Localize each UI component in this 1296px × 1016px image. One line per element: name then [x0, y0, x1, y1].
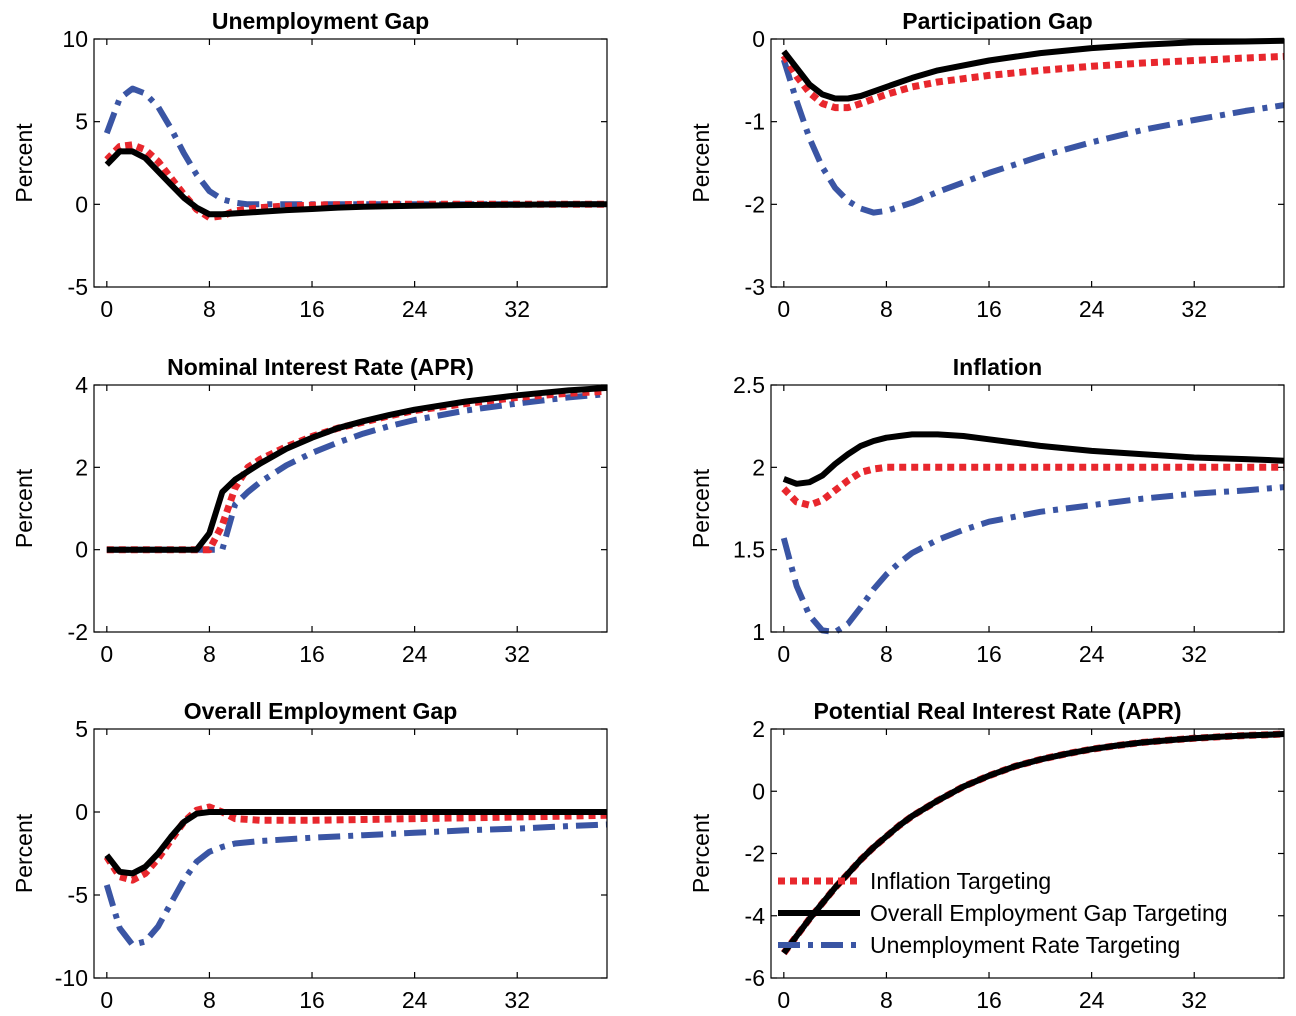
- panel-5-ytick-label: -5: [68, 882, 88, 908]
- panel-1-xtick-label: 8: [203, 296, 216, 322]
- panel-5-series-unemployment-rate-targeting: [103, 821, 607, 948]
- panel-2-xtick-label: 24: [1079, 296, 1105, 322]
- panel-1-xtick-label: 32: [504, 296, 530, 322]
- panel-6-xtick-label: 0: [777, 987, 790, 1013]
- panel-4-ytick-label: 1.5: [733, 537, 765, 563]
- panel-4-xtick-label: 24: [1079, 641, 1105, 667]
- panel-1-axes-box: [93, 38, 608, 288]
- panel-1-xtick-label: 24: [402, 296, 428, 322]
- panel-1-ylabel: Percent: [11, 123, 37, 203]
- panel-2-ytick-label: -2: [745, 191, 765, 217]
- panel-2-xtick-label: 16: [976, 296, 1002, 322]
- panel-2-ytick-label: 0: [752, 26, 765, 52]
- panel-2-title: Participation Gap: [902, 8, 1092, 34]
- panel-6-ytick-label: 0: [752, 778, 765, 804]
- panel-1: 0 8 16 24 32 -5 0 5 10 Unemployment Gap Percent: [11, 8, 608, 322]
- panel-1-ytick-label: 0: [75, 191, 88, 217]
- panel-3-axes-box: [93, 384, 608, 633]
- panel-4-xtick-label: 0: [777, 641, 790, 667]
- panel-6-ylabel: Percent: [688, 813, 714, 893]
- panel-6-xtick-label: 32: [1181, 987, 1207, 1013]
- panel-3-series-overall-employment-gap-targeting: [106, 384, 607, 553]
- panel-3-ytick-label: 4: [75, 372, 88, 398]
- panel-6-xtick-label: 16: [976, 987, 1002, 1013]
- panel-5-title: Overall Employment Gap: [184, 698, 458, 724]
- panel-5-xtick-label: 16: [299, 987, 325, 1013]
- legend-label-unemployment-rate-targeting: Unemployment Rate Targeting: [870, 932, 1180, 958]
- panel-1-ytick-label: 5: [75, 109, 88, 135]
- panel-4-series-inflation-targeting: [781, 463, 1284, 509]
- panel-4: 0 8 16 24 32 1 1.5 2 2.5 Inflation Percent: [688, 354, 1285, 667]
- panel-3-xtick-label: 8: [203, 641, 216, 667]
- panel-5-xtick-label: 8: [203, 987, 216, 1013]
- panel-2: 0 8 16 24 32 -3 -2 -1 0 Participation Gap Percent: [688, 8, 1285, 322]
- panel-5-series-overall-employment-gap-targeting: [104, 809, 607, 877]
- panel-2-series-unemployment-rate-targeting: [780, 58, 1284, 216]
- panel-4-xtick-label: 32: [1181, 641, 1207, 667]
- panel-1-xtick-label: 16: [299, 296, 325, 322]
- panel-4-title: Inflation: [953, 354, 1042, 380]
- panel-4-series-unemployment-rate-targeting: [780, 484, 1284, 635]
- panel-1-title: Unemployment Gap: [212, 8, 429, 34]
- panel-3-xtick-label: 16: [299, 641, 325, 667]
- panel-6-series-overall-employment-gap-targeting: [781, 731, 1284, 955]
- panel-4-xtick-label: 8: [880, 641, 893, 667]
- panel-5-ytick-label: 0: [75, 799, 88, 825]
- panel-2-xtick-label: 0: [777, 296, 790, 322]
- panel-5-xtick-label: 24: [402, 987, 428, 1013]
- panel-5-ytick-label: 5: [75, 716, 88, 742]
- panel-1-series-unemployment-rate-targeting: [103, 85, 607, 208]
- panel-6-title: Potential Real Interest Rate (APR): [813, 698, 1181, 724]
- panel-3-ytick-label: 0: [75, 537, 88, 563]
- panel-4-ylabel: Percent: [688, 468, 714, 548]
- panel-5: 0 8 16 24 32 -10 -5 0 5 Overall Employment Gap Per…: [11, 698, 608, 1013]
- legend-label-overall-employment-gap-targeting: Overall Employment Gap Targeting: [870, 900, 1228, 926]
- panel-6-ytick-label: -4: [745, 903, 766, 929]
- legend-label-inflation-targeting: Inflation Targeting: [870, 868, 1051, 894]
- panel-4-ytick-label: 2: [752, 454, 765, 480]
- panel-6-xtick-label: 8: [880, 987, 893, 1013]
- panel-3-xtick-label: 0: [100, 641, 113, 667]
- panel-3-ytick-label: 2: [75, 454, 88, 480]
- panel-2-ylabel: Percent: [688, 123, 714, 203]
- panel-6-xtick-label: 24: [1079, 987, 1105, 1013]
- panel-4-series-overall-employment-gap-targeting: [782, 431, 1284, 487]
- panel-3-ylabel: Percent: [11, 468, 37, 548]
- panel-5-ytick-label: -10: [55, 965, 88, 991]
- panel-1-series-overall-employment-gap-targeting: [104, 148, 607, 218]
- panel-2-axes-box: [770, 38, 1285, 288]
- panel-1-ytick-label: -5: [68, 274, 88, 300]
- panel-4-ytick-label: 1: [752, 619, 765, 645]
- panel-6-ytick-label: -2: [745, 841, 765, 867]
- panel-2-xtick-label: 8: [880, 296, 893, 322]
- panel-5-xtick-label: 0: [100, 987, 113, 1013]
- panel-3-title: Nominal Interest Rate (APR): [167, 354, 474, 380]
- panel-4-xtick-label: 16: [976, 641, 1002, 667]
- panel-5-axes-box: [93, 728, 608, 979]
- panel-5-ylabel: Percent: [11, 813, 37, 893]
- legend: Inflation Targeting Overall Employment Ga…: [778, 868, 1228, 958]
- panel-2-ytick-label: -1: [745, 109, 765, 135]
- panel-2-ytick-label: -3: [745, 274, 765, 300]
- panel-6: 0 8 16 24 32 -6 -4 -2 0 2 Potential Real Interest …: [688, 698, 1285, 1013]
- panel-4-axes-box: [770, 384, 1285, 633]
- panel-3-ytick-label: -2: [68, 619, 88, 645]
- panel-6-ytick-label: -6: [745, 965, 765, 991]
- panel-6-ytick-label: 2: [752, 716, 765, 742]
- panel-2-series-overall-employment-gap-targeting: [781, 37, 1284, 102]
- panel-3-xtick-label: 32: [504, 641, 530, 667]
- panel-2-xtick-label: 32: [1181, 296, 1207, 322]
- panel-5-xtick-label: 32: [504, 987, 530, 1013]
- panel-1-xtick-label: 0: [100, 296, 113, 322]
- panel-3-xtick-label: 24: [402, 641, 428, 667]
- panel-4-ytick-label: 2.5: [733, 372, 765, 398]
- panel-1-ytick-label: 10: [62, 26, 88, 52]
